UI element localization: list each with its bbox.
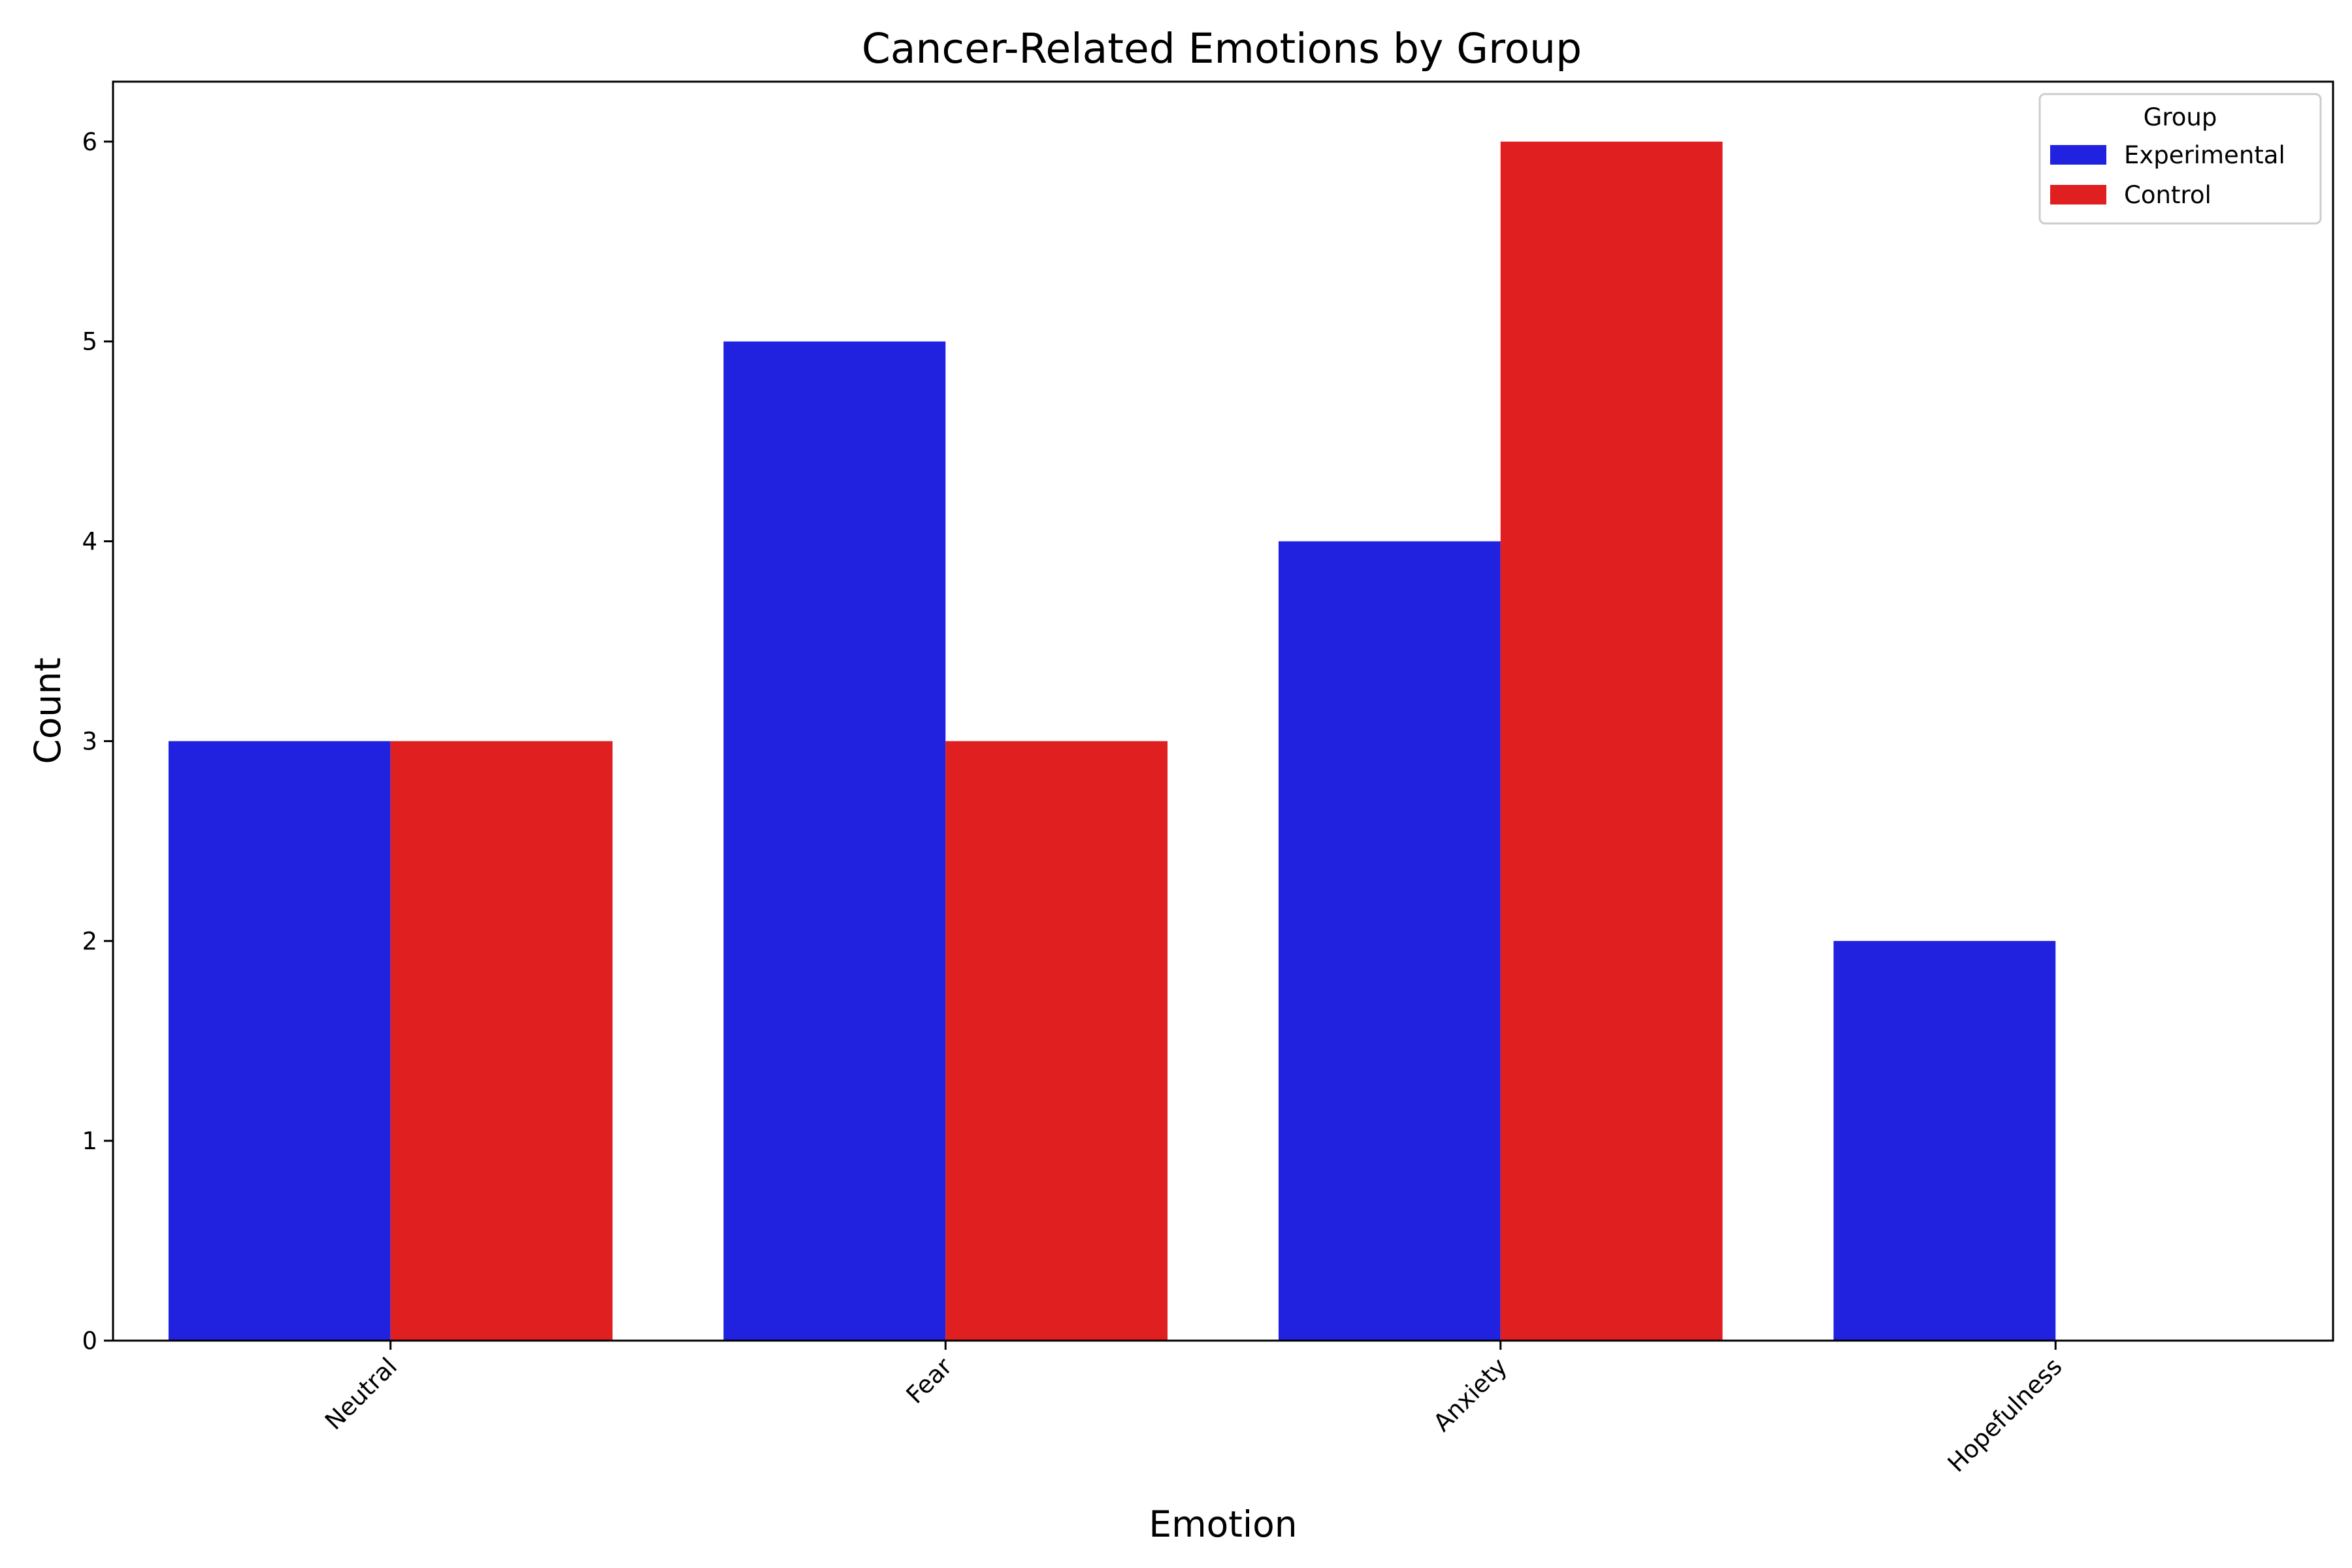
legend-swatch-control: [2050, 185, 2106, 204]
legend-label-experimental: Experimental: [2124, 141, 2285, 169]
legend: Group Experimental Control: [2038, 93, 2322, 225]
bar-control-fear: [945, 741, 1168, 1341]
legend-swatch-experimental: [2050, 145, 2106, 165]
bar-experimental-anxiety: [1278, 541, 1501, 1341]
y-tick-label: 5: [82, 328, 97, 356]
plot-frame: [112, 80, 2334, 1342]
y-tick-label: 0: [82, 1327, 97, 1355]
chart-title: Cancer-Related Emotions by Group: [862, 25, 1582, 73]
bar-experimental-hopefulness: [1833, 941, 2056, 1341]
x-tick-label-anxiety: Anxiety: [1428, 1352, 1512, 1437]
legend-items: Experimental Control: [2050, 141, 2285, 209]
bar-experimental-fear: [723, 341, 946, 1341]
legend-box: [2038, 93, 2322, 225]
bar-control-neutral: [390, 741, 613, 1341]
y-tick-label: 1: [82, 1127, 97, 1155]
x-tick-label-hopefulness: Hopefulness: [1942, 1352, 2068, 1478]
x-axis-label: Emotion: [1149, 1503, 1297, 1545]
bars-layer: [168, 141, 2056, 1341]
bar-experimental-neutral: [168, 741, 391, 1341]
bar-control-anxiety: [1500, 141, 1723, 1341]
legend-label-control: Control: [2124, 181, 2212, 209]
legend-title: Group: [2144, 103, 2217, 131]
x-axis: Neutral Fear Anxiety Hopefulness: [319, 1341, 2068, 1478]
y-tick-label: 4: [82, 528, 97, 556]
x-tick-label-fear: Fear: [901, 1352, 958, 1409]
y-tick-label: 2: [82, 927, 97, 955]
y-axis-label: Count: [27, 657, 69, 764]
y-tick-label: 3: [82, 727, 97, 755]
y-axis: 0 1 2 3 4 5 6: [82, 128, 113, 1355]
x-tick-label-neutral: Neutral: [319, 1352, 402, 1435]
y-tick-label: 6: [82, 128, 97, 156]
